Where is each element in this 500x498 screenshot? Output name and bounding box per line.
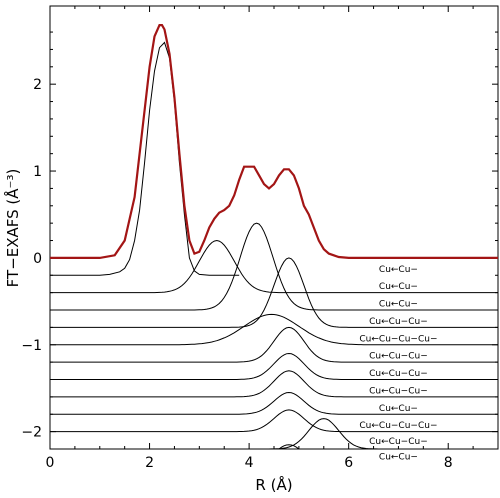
component-curve-9 [50, 409, 498, 433]
path-label-1: Cu←Cu− [379, 265, 418, 275]
path-label-5: Cu←Cu−Cu−Cu− [359, 334, 437, 344]
first-shell-curve [50, 41, 240, 276]
component-curve-7 [50, 370, 498, 398]
path-label-12: Cu←Cu− [379, 452, 418, 462]
y-axis-label: FT−EXAFS (Å⁻³) [3, 169, 22, 288]
component-curve-3 [50, 257, 498, 328]
component-curve-5 [50, 326, 498, 363]
component-curve-1 [50, 239, 498, 294]
y-tick-label: −2 [21, 425, 42, 441]
total-curve-group [50, 24, 498, 259]
total-curve [50, 24, 498, 259]
path-annotations: Cu←Cu− Cu←Cu− Cu←Cu− Cu←Cu−Cu− Cu←Cu−Cu−Cu− C… [359, 265, 437, 463]
plot-frame [49, 5, 499, 450]
path-label-9: Cu←Cu− [379, 404, 418, 414]
component-curve-10 [50, 418, 498, 449]
component-curves [50, 41, 498, 449]
axis-ticks: 0 2 4 6 8 −2 −1 0 1 2 [21, 6, 499, 471]
path-label-8: Cu←Cu−Cu− [369, 386, 428, 396]
path-label-2: Cu←Cu− [379, 282, 418, 292]
x-tick-label: 4 [245, 455, 254, 471]
y-tick-label: 0 [33, 251, 42, 267]
path-label-4: Cu←Cu−Cu− [369, 317, 428, 327]
y-tick-label: 1 [33, 164, 42, 180]
component-curve-8 [50, 391, 498, 415]
path-label-6: Cu←Cu−Cu− [369, 352, 428, 362]
path-label-10: Cu←Cu−Cu−Cu− [359, 421, 437, 431]
x-tick-label: 2 [145, 455, 154, 471]
x-axis-label: R (Å) [255, 475, 292, 494]
path-label-3: Cu←Cu− [379, 300, 418, 310]
path-label-11: Cu←Cu−Cu− [369, 437, 428, 447]
x-tick-label: 8 [444, 455, 453, 471]
path-label-7: Cu←Cu−Cu− [369, 369, 428, 379]
x-tick-label: 0 [46, 455, 55, 471]
y-tick-label: −1 [21, 338, 42, 354]
component-curve-2 [50, 222, 498, 311]
component-curve-4 [50, 313, 498, 346]
component-curve-6 [50, 352, 498, 380]
y-tick-label: 2 [33, 77, 42, 93]
x-tick-label: 6 [344, 455, 353, 471]
